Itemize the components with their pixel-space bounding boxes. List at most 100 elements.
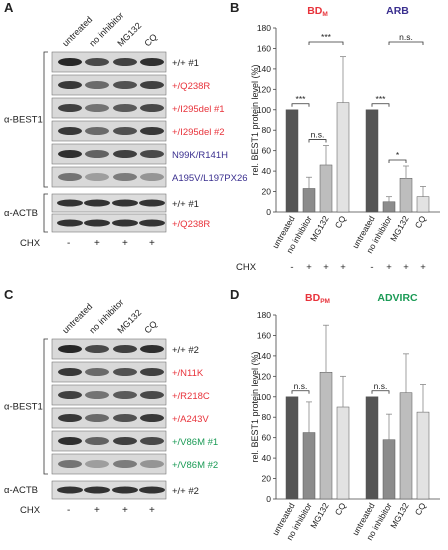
bar [302,432,316,500]
significance-label: n.s. [399,32,413,42]
bracket [43,338,48,475]
y-tick-label: 160 [257,43,271,53]
blot-band [85,437,109,445]
y-axis-label: rel. BEST1 protein level (%) [250,351,260,462]
blot-band [58,368,82,376]
blot-band [85,391,109,399]
y-axis-label: rel. BEST1 protein level (%) [250,64,260,175]
bracket [43,193,48,233]
blot-row: +/+ #1 [51,51,199,73]
blot-band [113,437,137,445]
blot-band [58,150,82,158]
blot-band [85,173,109,181]
blot-band [140,127,164,135]
blot-band [113,368,137,376]
significance-bracket [371,103,390,107]
significance-bracket [308,41,344,45]
blot-band [113,345,137,353]
blot-row-label: +/Q238R [172,81,210,92]
lane-label: CQ [142,319,159,336]
actb-label: α-ACTB [4,485,38,496]
blot-band [57,199,83,207]
bar [336,102,350,213]
chx-mark: + [94,238,100,249]
bar [302,188,316,213]
blot-row-label: +/I295del #2 [172,127,225,138]
blot-row: +/N11K [51,361,204,383]
blot-row: +/V86M #1 [51,430,218,452]
y-tick-label: 120 [257,371,271,381]
blot-band [85,368,109,376]
significance-label: n.s. [311,130,325,140]
y-tick-label: 40 [262,166,272,176]
blot-band [85,104,109,112]
blot-band [139,199,165,207]
blot-band [139,486,165,494]
chx-mark: - [290,262,293,273]
blot-band [58,127,82,135]
significance-label: *** [296,94,307,104]
blot-row: +/I295del #1 [51,97,225,119]
significance-bracket [291,103,310,107]
blot-band [58,104,82,112]
chx-mark: - [370,262,373,273]
blot-group-label: α-BEST1 [4,402,43,413]
x-tick-label: CQ [333,214,348,230]
blot-band [140,345,164,353]
blot-band [139,219,165,227]
blot-row: +/I295del #2 [51,120,225,142]
bar [416,196,430,213]
chx-label: CHX [20,505,41,516]
significance-label: *** [376,94,387,104]
significance-bracket [388,159,407,163]
blot-band [85,460,109,468]
panel-letter: D [230,287,239,302]
y-tick-label: 0 [266,207,271,217]
significance-label: n.s. [294,381,308,391]
actb-row: +/Q238R [51,213,210,233]
lane-label: MG132 [115,307,143,335]
actb-label: α-ACTB [4,208,38,219]
chx-label: CHX [236,262,257,273]
blot-row-label: +/Q238R [172,219,210,230]
chx-mark: - [67,238,70,249]
lane-label: CQ [142,32,159,49]
y-tick-label: 140 [257,351,271,361]
blot-row-label: +/+ #2 [172,486,199,497]
blot-band [57,219,83,227]
blot-row: +/V86M #2 [51,453,218,475]
lane-label: MG132 [115,20,143,48]
blot-band [112,199,138,207]
y-tick-label: 20 [262,474,272,484]
bracket [43,51,48,188]
blot-row: N99K/R141H [51,143,228,165]
blot-band [58,81,82,89]
bar [365,109,379,213]
bar [285,109,299,213]
y-tick-label: 140 [257,64,271,74]
blot-band [140,391,164,399]
blot-band [85,58,109,66]
y-tick-label: 100 [257,392,271,402]
blot-band [112,219,138,227]
chx-label: CHX [20,238,41,249]
y-tick-label: 60 [262,146,272,156]
actb-row: +/+ #1 [51,193,199,213]
panel-letter: B [230,0,239,15]
blot-band [58,414,82,422]
significance-bracket [371,390,390,394]
group-title: ADVIRC [377,292,418,304]
chx-mark: + [323,262,329,273]
blot-row-label: A195V/L197PX26 [172,173,248,184]
y-tick-label: 0 [266,494,271,504]
blot-band [58,173,82,181]
chx-mark: + [306,262,312,273]
blot-band [140,460,164,468]
significance-label: * [396,150,400,160]
blot-band [113,81,137,89]
blot-band [113,173,137,181]
blot-band [140,81,164,89]
blot-row-label: +/I295del #1 [172,104,225,115]
